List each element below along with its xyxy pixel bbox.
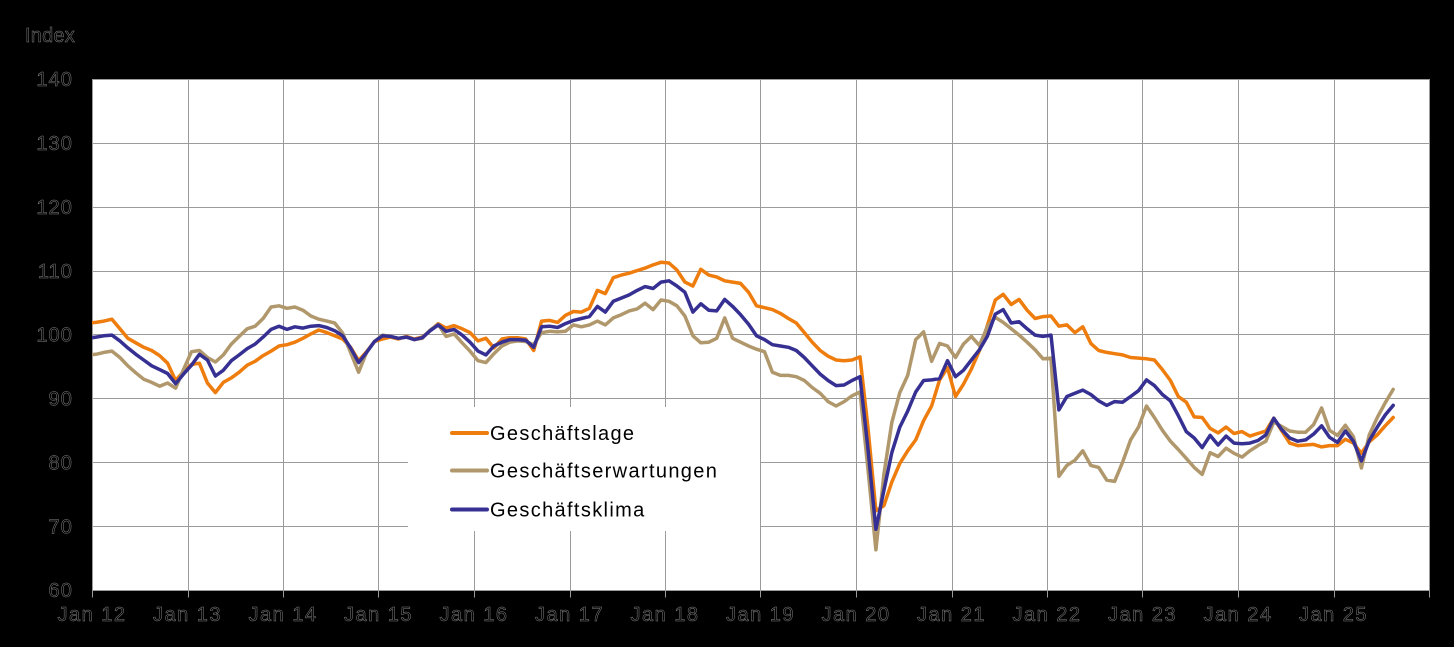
svg-text:130: 130 xyxy=(36,133,73,155)
svg-text:140: 140 xyxy=(36,69,73,91)
svg-text:Jan 15: Jan 15 xyxy=(344,604,413,626)
svg-text:110: 110 xyxy=(38,261,73,283)
svg-text:90: 90 xyxy=(49,389,73,411)
svg-text:100: 100 xyxy=(36,325,73,347)
svg-text:Index: Index xyxy=(25,25,75,47)
svg-text:Jan 16: Jan 16 xyxy=(439,604,508,626)
svg-text:Geschäftslage: Geschäftslage xyxy=(490,423,635,445)
svg-text:60: 60 xyxy=(49,580,73,602)
svg-text:120: 120 xyxy=(36,197,73,219)
svg-text:80: 80 xyxy=(49,452,73,474)
svg-text:Jan 12: Jan 12 xyxy=(57,604,126,626)
svg-text:Jan 23: Jan 23 xyxy=(1108,604,1177,626)
svg-text:Jan 13: Jan 13 xyxy=(153,604,222,626)
svg-text:Jan 25: Jan 25 xyxy=(1299,604,1368,626)
svg-text:Jan 20: Jan 20 xyxy=(821,604,890,626)
svg-text:Jan 21: Jan 21 xyxy=(917,604,986,626)
svg-text:Geschäftsklima: Geschäftsklima xyxy=(490,500,646,522)
svg-text:Jan 22: Jan 22 xyxy=(1012,604,1081,626)
svg-text:70: 70 xyxy=(49,516,73,538)
svg-text:Jan 24: Jan 24 xyxy=(1203,604,1272,626)
svg-text:Jan 17: Jan 17 xyxy=(535,604,604,626)
svg-text:Geschäftserwartungen: Geschäftserwartungen xyxy=(490,461,718,483)
svg-text:Jan 14: Jan 14 xyxy=(248,604,317,626)
svg-text:Jan 19: Jan 19 xyxy=(726,604,795,626)
svg-text:Jan 18: Jan 18 xyxy=(630,604,699,626)
